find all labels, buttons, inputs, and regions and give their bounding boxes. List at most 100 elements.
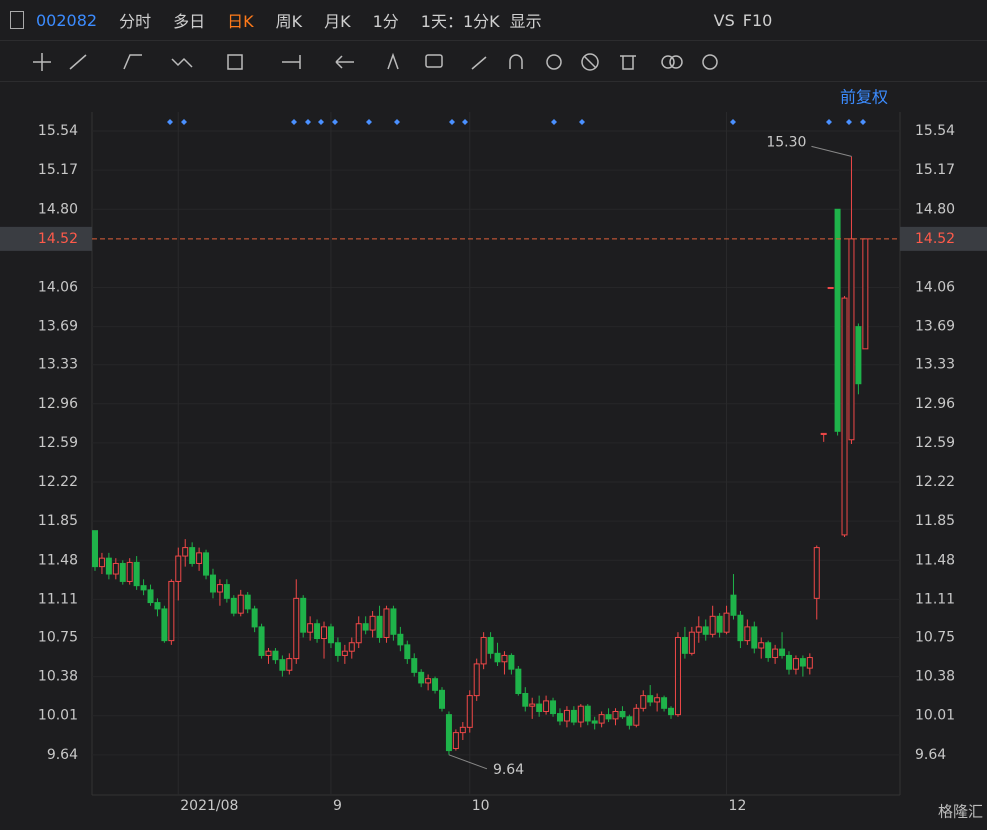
y-tick-label-right: 11.11 xyxy=(915,591,955,607)
tab[interactable]: 分时 xyxy=(119,12,152,31)
candle-body xyxy=(445,714,452,752)
fib-tool[interactable] xyxy=(227,54,243,70)
move-tool[interactable] xyxy=(33,53,51,71)
candle-body xyxy=(681,636,688,654)
candle-body xyxy=(550,700,557,715)
candle-body xyxy=(820,432,827,435)
compare-tool[interactable] xyxy=(661,55,683,69)
f10[interactable]: F10 xyxy=(742,10,773,30)
y-tick-label: 14.80 xyxy=(38,201,78,217)
candle-body xyxy=(432,678,439,691)
candle-body xyxy=(494,652,501,663)
candle-body xyxy=(633,707,640,726)
arrow-tool[interactable] xyxy=(335,55,354,69)
text-tool[interactable] xyxy=(387,52,399,70)
candle-body xyxy=(529,703,536,707)
hide-tool[interactable] xyxy=(581,53,599,71)
candle-body xyxy=(112,562,119,575)
tab[interactable]: 多日 xyxy=(173,12,206,31)
candle-body xyxy=(577,705,584,723)
candle-body xyxy=(98,557,105,568)
candle-body xyxy=(223,584,230,599)
tab[interactable]: 日K xyxy=(227,12,254,31)
candle-body xyxy=(92,530,98,568)
candle-body xyxy=(626,716,633,726)
candle-body xyxy=(209,574,216,593)
candle-body xyxy=(522,693,529,707)
y-tick-label-right: 14.80 xyxy=(915,201,955,217)
wave-tool[interactable] xyxy=(171,57,193,68)
y-tick-label-right: 12.59 xyxy=(915,435,955,451)
candle-body xyxy=(598,714,605,724)
candle-body xyxy=(383,608,390,638)
tab[interactable]: 月K xyxy=(324,12,351,31)
y-tick-label: 12.22 xyxy=(38,474,78,490)
delete-tool[interactable] xyxy=(620,55,636,70)
line-tool[interactable] xyxy=(69,54,87,70)
min-annotation: 9.64 xyxy=(493,762,524,778)
candle-body xyxy=(515,668,522,695)
x-tick-label: 12 xyxy=(729,798,747,814)
lock-tool[interactable] xyxy=(546,54,562,70)
candle-body xyxy=(487,636,494,654)
candle-body xyxy=(334,642,341,656)
candle-body xyxy=(140,585,147,591)
candle-body xyxy=(230,597,237,614)
vs[interactable]: VS xyxy=(713,10,735,30)
candle-body xyxy=(674,636,681,716)
panel-toggle[interactable] xyxy=(10,11,24,29)
candle-body xyxy=(799,658,806,667)
candle-body xyxy=(751,626,758,649)
magnet-tool[interactable] xyxy=(509,54,523,69)
candle-body xyxy=(369,615,376,631)
candle-body xyxy=(508,654,515,670)
last-price-label-right: 14.52 xyxy=(915,231,955,247)
candle-body xyxy=(126,561,133,582)
tab[interactable]: 周K xyxy=(275,12,303,31)
candle-body xyxy=(813,547,820,599)
candle-body xyxy=(612,710,619,720)
candle-body xyxy=(688,631,695,654)
y-tick-label-right: 15.54 xyxy=(915,123,955,139)
candle-body xyxy=(196,552,203,564)
candle-body xyxy=(237,594,244,614)
candle-body xyxy=(716,615,723,633)
candle-body xyxy=(647,695,654,703)
candle-body xyxy=(355,623,362,644)
candle-body xyxy=(827,287,834,290)
y-tick-label: 11.48 xyxy=(38,552,78,568)
candle-body xyxy=(411,658,418,673)
candle-body xyxy=(154,602,161,610)
candle-body xyxy=(119,562,126,582)
tab[interactable]: 显示 xyxy=(509,12,542,31)
candle-body xyxy=(390,608,397,635)
tab[interactable]: 1天：1分K xyxy=(420,12,500,31)
stock-code[interactable]: 002082 xyxy=(36,10,98,30)
settings-tool[interactable] xyxy=(702,54,718,70)
eraser-tool[interactable] xyxy=(471,56,487,70)
y-tick-label-right: 9.64 xyxy=(915,747,946,763)
y-tick-label: 14.06 xyxy=(38,280,78,296)
candle-body xyxy=(841,297,848,536)
candle-body xyxy=(702,626,709,635)
candle-body xyxy=(765,642,772,659)
candle-body xyxy=(293,597,300,660)
candle-body xyxy=(251,608,258,628)
adjust-mode[interactable]: 前复权 xyxy=(840,88,888,107)
note-tool[interactable] xyxy=(425,54,443,68)
candle-body xyxy=(737,614,744,642)
candle-body xyxy=(772,648,779,659)
candle-body xyxy=(758,642,765,649)
tab[interactable]: 1分 xyxy=(372,12,399,31)
candle-body xyxy=(244,594,251,610)
measure-tool[interactable] xyxy=(282,55,301,69)
candle-body xyxy=(723,612,730,633)
candle-body xyxy=(640,695,647,709)
tool-icons xyxy=(33,52,718,71)
candle-body xyxy=(480,636,487,665)
toolbar: 002082 分时 多日 日K 周K 月K 1分 1天：1分K 显示 VS F1… xyxy=(0,0,987,41)
candle-body xyxy=(792,658,799,670)
polyline-tool[interactable] xyxy=(123,54,142,70)
x-tick-label: 2021/08 xyxy=(180,798,238,814)
